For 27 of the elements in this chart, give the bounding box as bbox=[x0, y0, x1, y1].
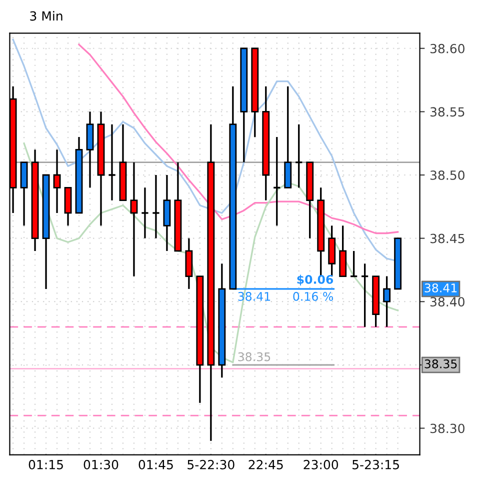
text: 38.35 bbox=[424, 359, 457, 368]
candlestick bbox=[383, 275, 391, 328]
x-tick-label: 01:15 bbox=[28, 460, 63, 470]
x-tick-label: 5-23:15 bbox=[352, 460, 399, 470]
candlestick bbox=[152, 174, 160, 240]
annotation: $0.06 bbox=[297, 274, 334, 286]
y-tick-label: 38.50 bbox=[430, 170, 464, 180]
candlestick bbox=[130, 162, 138, 278]
text: 38.41 bbox=[424, 283, 457, 292]
y-tick-label: 38.40 bbox=[430, 297, 464, 307]
annotation: 0.16 % bbox=[293, 292, 334, 301]
ref-line-label: 38.41 bbox=[238, 292, 270, 301]
candlestick bbox=[53, 148, 61, 214]
y-tick-label: 38.30 bbox=[430, 424, 464, 434]
x-tick-label: 23:00 bbox=[304, 460, 338, 470]
chart-title: 3 Min bbox=[30, 11, 62, 21]
candlestick bbox=[108, 124, 116, 202]
x-tick-label: 22:45 bbox=[248, 460, 283, 470]
x-tick-label: 5-22:30 bbox=[188, 460, 234, 470]
x-tick-label: 01:45 bbox=[138, 460, 173, 470]
candlestick bbox=[140, 186, 150, 240]
y-tick-label: 38.45 bbox=[430, 234, 464, 244]
ref-line-label: 38.35 bbox=[238, 352, 270, 362]
line-series bbox=[78, 44, 399, 234]
y-tick-label: 38.55 bbox=[430, 107, 464, 117]
y-tick-label: 38.60 bbox=[430, 44, 464, 54]
x-tick-label: 01:30 bbox=[84, 460, 118, 470]
